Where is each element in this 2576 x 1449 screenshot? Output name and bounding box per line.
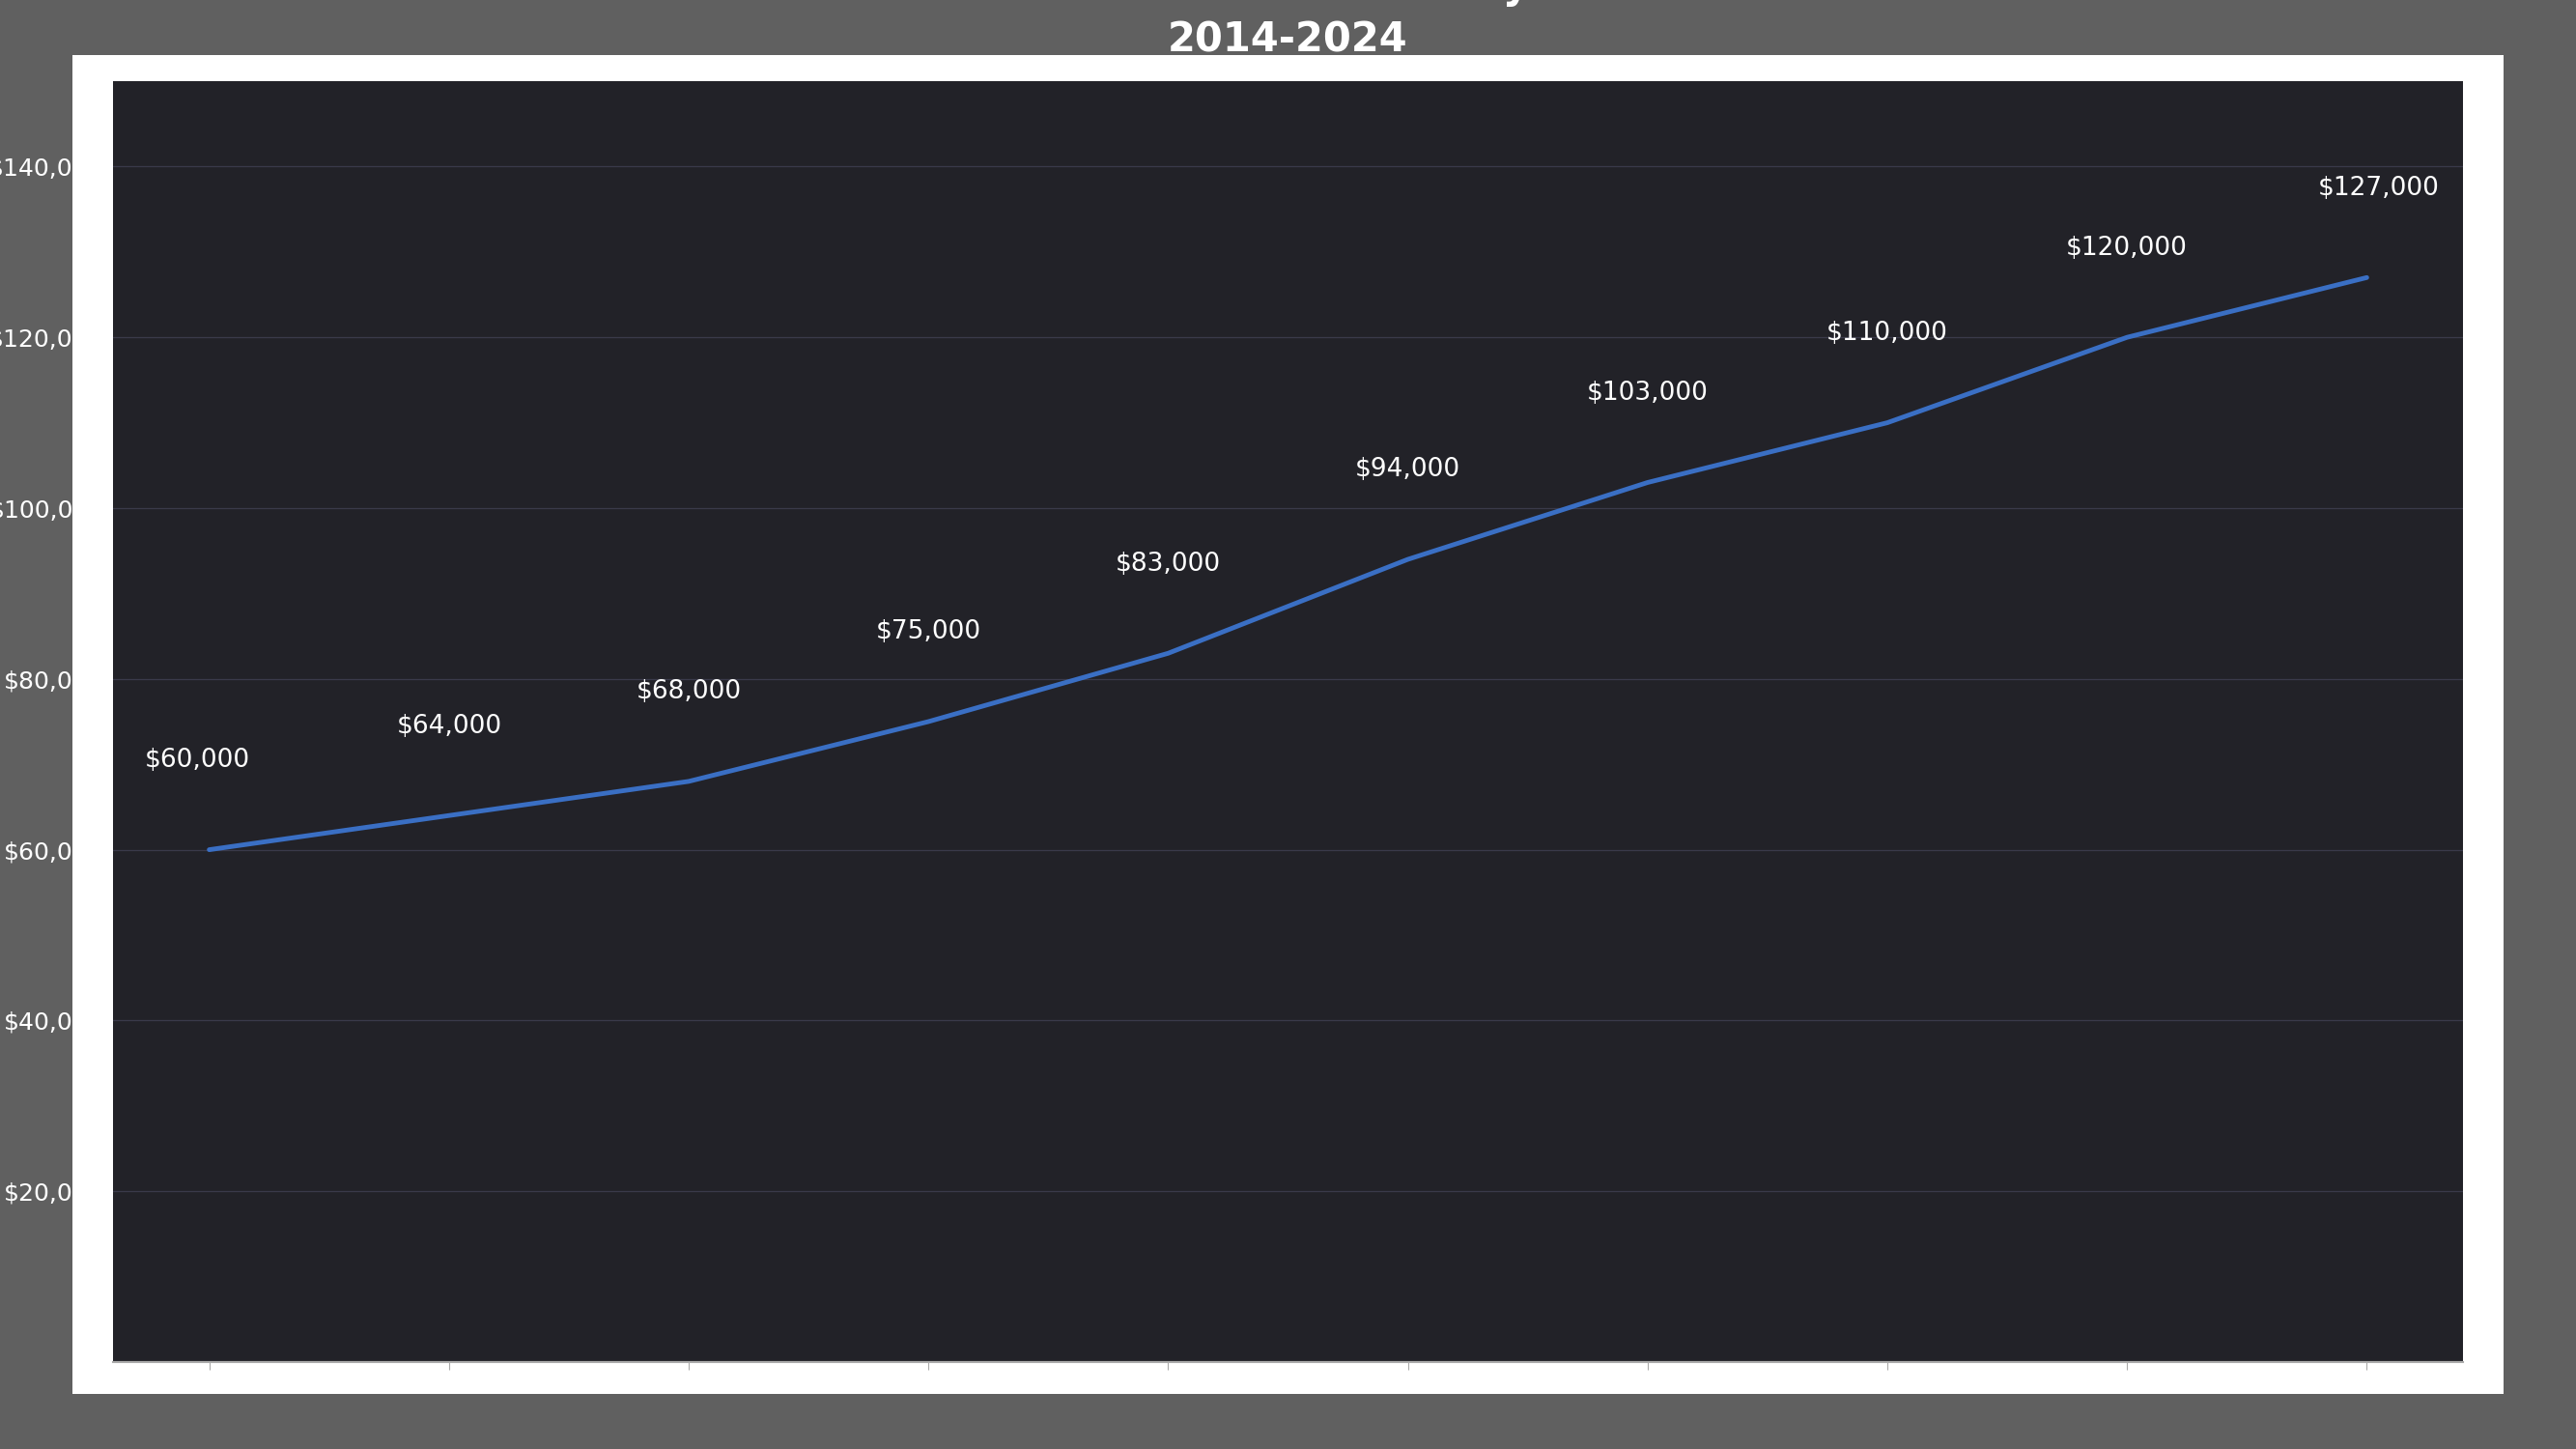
Text: $68,000: $68,000 [636, 680, 742, 704]
Text: $60,000: $60,000 [144, 748, 250, 772]
Text: $83,000: $83,000 [1115, 551, 1221, 577]
Title: Fund Balance History
2014-2024: Fund Balance History 2014-2024 [1046, 0, 1530, 61]
Text: $64,000: $64,000 [397, 713, 502, 739]
Text: $103,000: $103,000 [1587, 381, 1708, 406]
Text: $127,000: $127,000 [2318, 175, 2439, 201]
Text: $94,000: $94,000 [1355, 458, 1461, 483]
Text: $75,000: $75,000 [876, 620, 981, 645]
Text: $110,000: $110,000 [1826, 320, 1947, 346]
Text: $120,000: $120,000 [2066, 235, 2187, 261]
